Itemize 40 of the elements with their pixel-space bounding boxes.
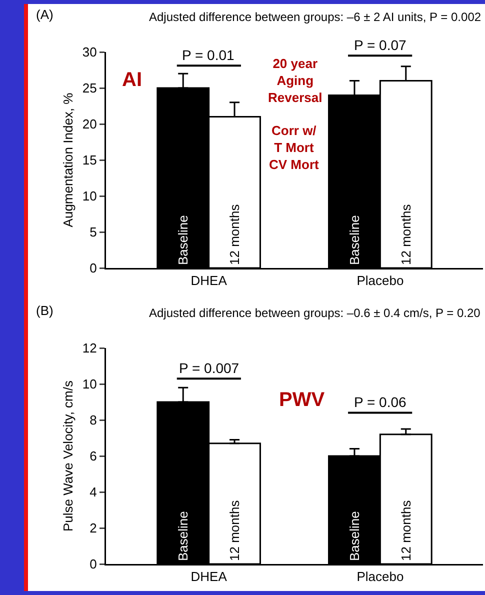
y-tick-label: 6 [90, 448, 97, 464]
y-tick-label: 25 [82, 80, 97, 96]
annotation: Corr w/ T Mort CV Mort [269, 123, 320, 172]
y-axis-title: Augmentation Index, % [60, 92, 76, 228]
annotation: AI [122, 69, 142, 91]
series-label: Baseline [176, 215, 191, 265]
series-label: 12 months [227, 500, 242, 561]
text: Baseline [346, 215, 362, 265]
y-tick-label: 15 [82, 152, 97, 168]
annotation: PWV [279, 389, 326, 411]
y-tick-label: 0 [90, 556, 97, 572]
chart-subtitle: Adjusted difference between groups: –6 ± 2 AI units, P = 0.002 [149, 10, 482, 24]
y-tick-label: 12 [82, 340, 97, 356]
series-label: Baseline [176, 511, 191, 561]
y-tick-label: 10 [82, 376, 97, 392]
y-tick-label: 30 [82, 44, 97, 60]
y-tick-label: 4 [90, 484, 97, 500]
x-tick-label: DHEA [190, 569, 228, 584]
y-tick-label: 2 [90, 520, 97, 536]
annotation: P = 0.07 [354, 37, 406, 53]
text: 12 months [398, 204, 414, 265]
series-label: 12 months [227, 204, 242, 265]
y-tick-label: 0 [90, 260, 97, 276]
y-tick-label: 20 [82, 116, 97, 132]
x-tick-label: DHEA [190, 273, 228, 288]
chart-title: (A) [36, 7, 54, 22]
text: Baseline [346, 511, 362, 561]
x-tick-label: Placebo [356, 273, 404, 288]
annotation: 20 year Aging Reversal [268, 56, 322, 105]
chart-subtitle: Adjusted difference between groups: –0.6 ± 0.4 cm/s, P = 0.20 [149, 306, 481, 320]
x-tick-label: Placebo [356, 569, 404, 584]
text: 12 months [398, 500, 414, 561]
y-tick-label: 10 [82, 188, 97, 204]
annotation: P = 0.007 [179, 360, 240, 376]
y-axis-title: Pulse Wave Velocity, cm/s [60, 380, 76, 532]
annotation: P = 0.01 [182, 47, 234, 63]
chart-title: (B) [36, 303, 54, 318]
y-tick-label: 5 [90, 224, 97, 240]
annotation: P = 0.06 [354, 394, 406, 410]
y-tick-label: 8 [90, 412, 97, 428]
